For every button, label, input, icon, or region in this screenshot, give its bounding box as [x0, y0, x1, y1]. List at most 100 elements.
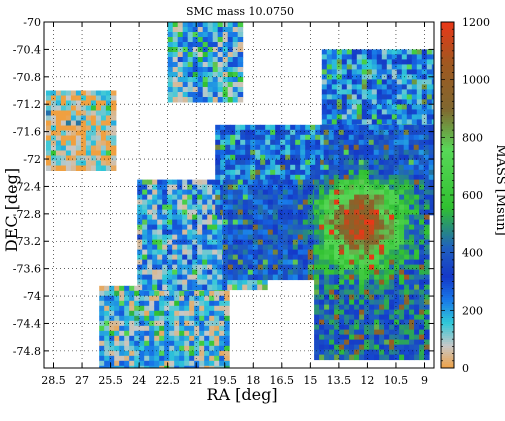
heat-cell — [295, 139, 301, 146]
heat-cell — [280, 139, 286, 146]
heat-cell — [285, 174, 291, 181]
heat-cell — [65, 165, 72, 171]
heat-cell — [262, 244, 269, 251]
heat-cell — [363, 149, 370, 156]
heat-cell — [197, 52, 204, 58]
heat-cell — [252, 284, 258, 291]
colorbar-cell — [441, 50, 454, 53]
heat-cell — [159, 315, 165, 322]
colorbar-cell — [441, 46, 454, 49]
heat-cell — [404, 264, 410, 271]
colorbar-cell — [441, 152, 454, 155]
heat-cell — [369, 304, 375, 311]
heat-cell — [192, 52, 199, 58]
heat-cell — [172, 229, 178, 236]
heat-cell — [187, 194, 193, 201]
heat-cell — [349, 349, 355, 356]
heat-cell — [55, 155, 62, 161]
x-tick-label: 13.5 — [327, 374, 352, 387]
heat-cell — [174, 360, 180, 367]
heat-cell — [217, 234, 223, 241]
heat-cell — [374, 339, 380, 346]
heat-cell — [80, 130, 87, 136]
heat-cell — [374, 289, 380, 296]
heat-cell — [295, 144, 301, 151]
colorbar-cell — [441, 326, 454, 329]
heat-cell — [334, 284, 340, 291]
heat-cell — [324, 354, 330, 361]
heat-cell — [162, 179, 168, 186]
heat-cell — [265, 124, 271, 131]
heat-cell — [324, 249, 330, 256]
heat-cell — [237, 209, 244, 216]
heat-cell — [364, 294, 370, 301]
heat-cell — [416, 99, 423, 105]
heat-cell — [424, 184, 430, 191]
heat-cell — [202, 219, 208, 226]
heat-cell — [149, 365, 155, 368]
heat-cell — [270, 164, 276, 171]
heat-cell — [250, 129, 256, 136]
heat-cell — [324, 244, 330, 251]
colorbar-cell — [441, 144, 454, 147]
heat-cell — [374, 324, 380, 331]
heat-cell — [364, 204, 370, 211]
heat-cell — [85, 125, 92, 131]
heat-cell — [214, 360, 220, 367]
heat-cell — [90, 110, 97, 116]
heat-cell — [339, 269, 345, 276]
heat-cell — [237, 97, 244, 103]
colorbar-cell — [441, 256, 454, 259]
heat-cell — [114, 315, 120, 322]
heat-cell — [137, 199, 143, 206]
heat-cell — [222, 199, 229, 206]
heat-cell — [167, 42, 174, 48]
colorbar-cell — [441, 300, 454, 303]
heat-cell — [85, 160, 92, 166]
heat-cell — [172, 27, 179, 33]
heat-cell — [307, 184, 314, 191]
heat-cell — [409, 189, 415, 196]
heat-cell — [199, 340, 205, 347]
heat-cell — [265, 164, 271, 171]
heat-cell — [147, 194, 153, 201]
heat-cell — [152, 279, 158, 286]
heat-cell — [369, 209, 375, 216]
heat-cell — [119, 290, 125, 297]
heat-cell — [344, 299, 350, 306]
heat-cell — [212, 234, 218, 241]
heat-cell — [134, 350, 140, 357]
heat-cell — [411, 109, 418, 115]
heat-cell — [277, 269, 284, 276]
heat-cell — [413, 159, 420, 166]
heat-cell — [167, 184, 173, 191]
heat-cell — [100, 155, 107, 161]
heat-cell — [354, 339, 360, 346]
heat-cell — [139, 315, 145, 322]
heat-cell — [419, 314, 425, 321]
heat-cell — [80, 140, 87, 146]
heat-cell — [212, 37, 219, 43]
heat-cell — [300, 154, 306, 161]
heat-cell — [379, 229, 385, 236]
heat-cell — [177, 42, 184, 48]
heat-cell — [110, 115, 117, 121]
heat-cell — [369, 184, 375, 191]
heat-cell — [323, 144, 330, 151]
heat-cell — [75, 130, 82, 136]
heat-cell — [192, 229, 198, 236]
colorbar-cell — [441, 302, 454, 305]
heat-cell — [187, 204, 193, 211]
heat-cell — [379, 239, 385, 246]
x-tick-label: 25.5 — [98, 374, 123, 387]
heat-cell — [329, 329, 335, 336]
heat-cell — [374, 259, 380, 266]
heat-cell — [104, 295, 110, 302]
heat-cell — [177, 52, 184, 58]
heat-cell — [237, 219, 244, 226]
heat-cell — [359, 304, 365, 311]
heat-cell — [70, 115, 77, 121]
heat-cell — [331, 104, 338, 110]
heat-cell — [167, 284, 173, 291]
heat-cell — [222, 274, 229, 281]
